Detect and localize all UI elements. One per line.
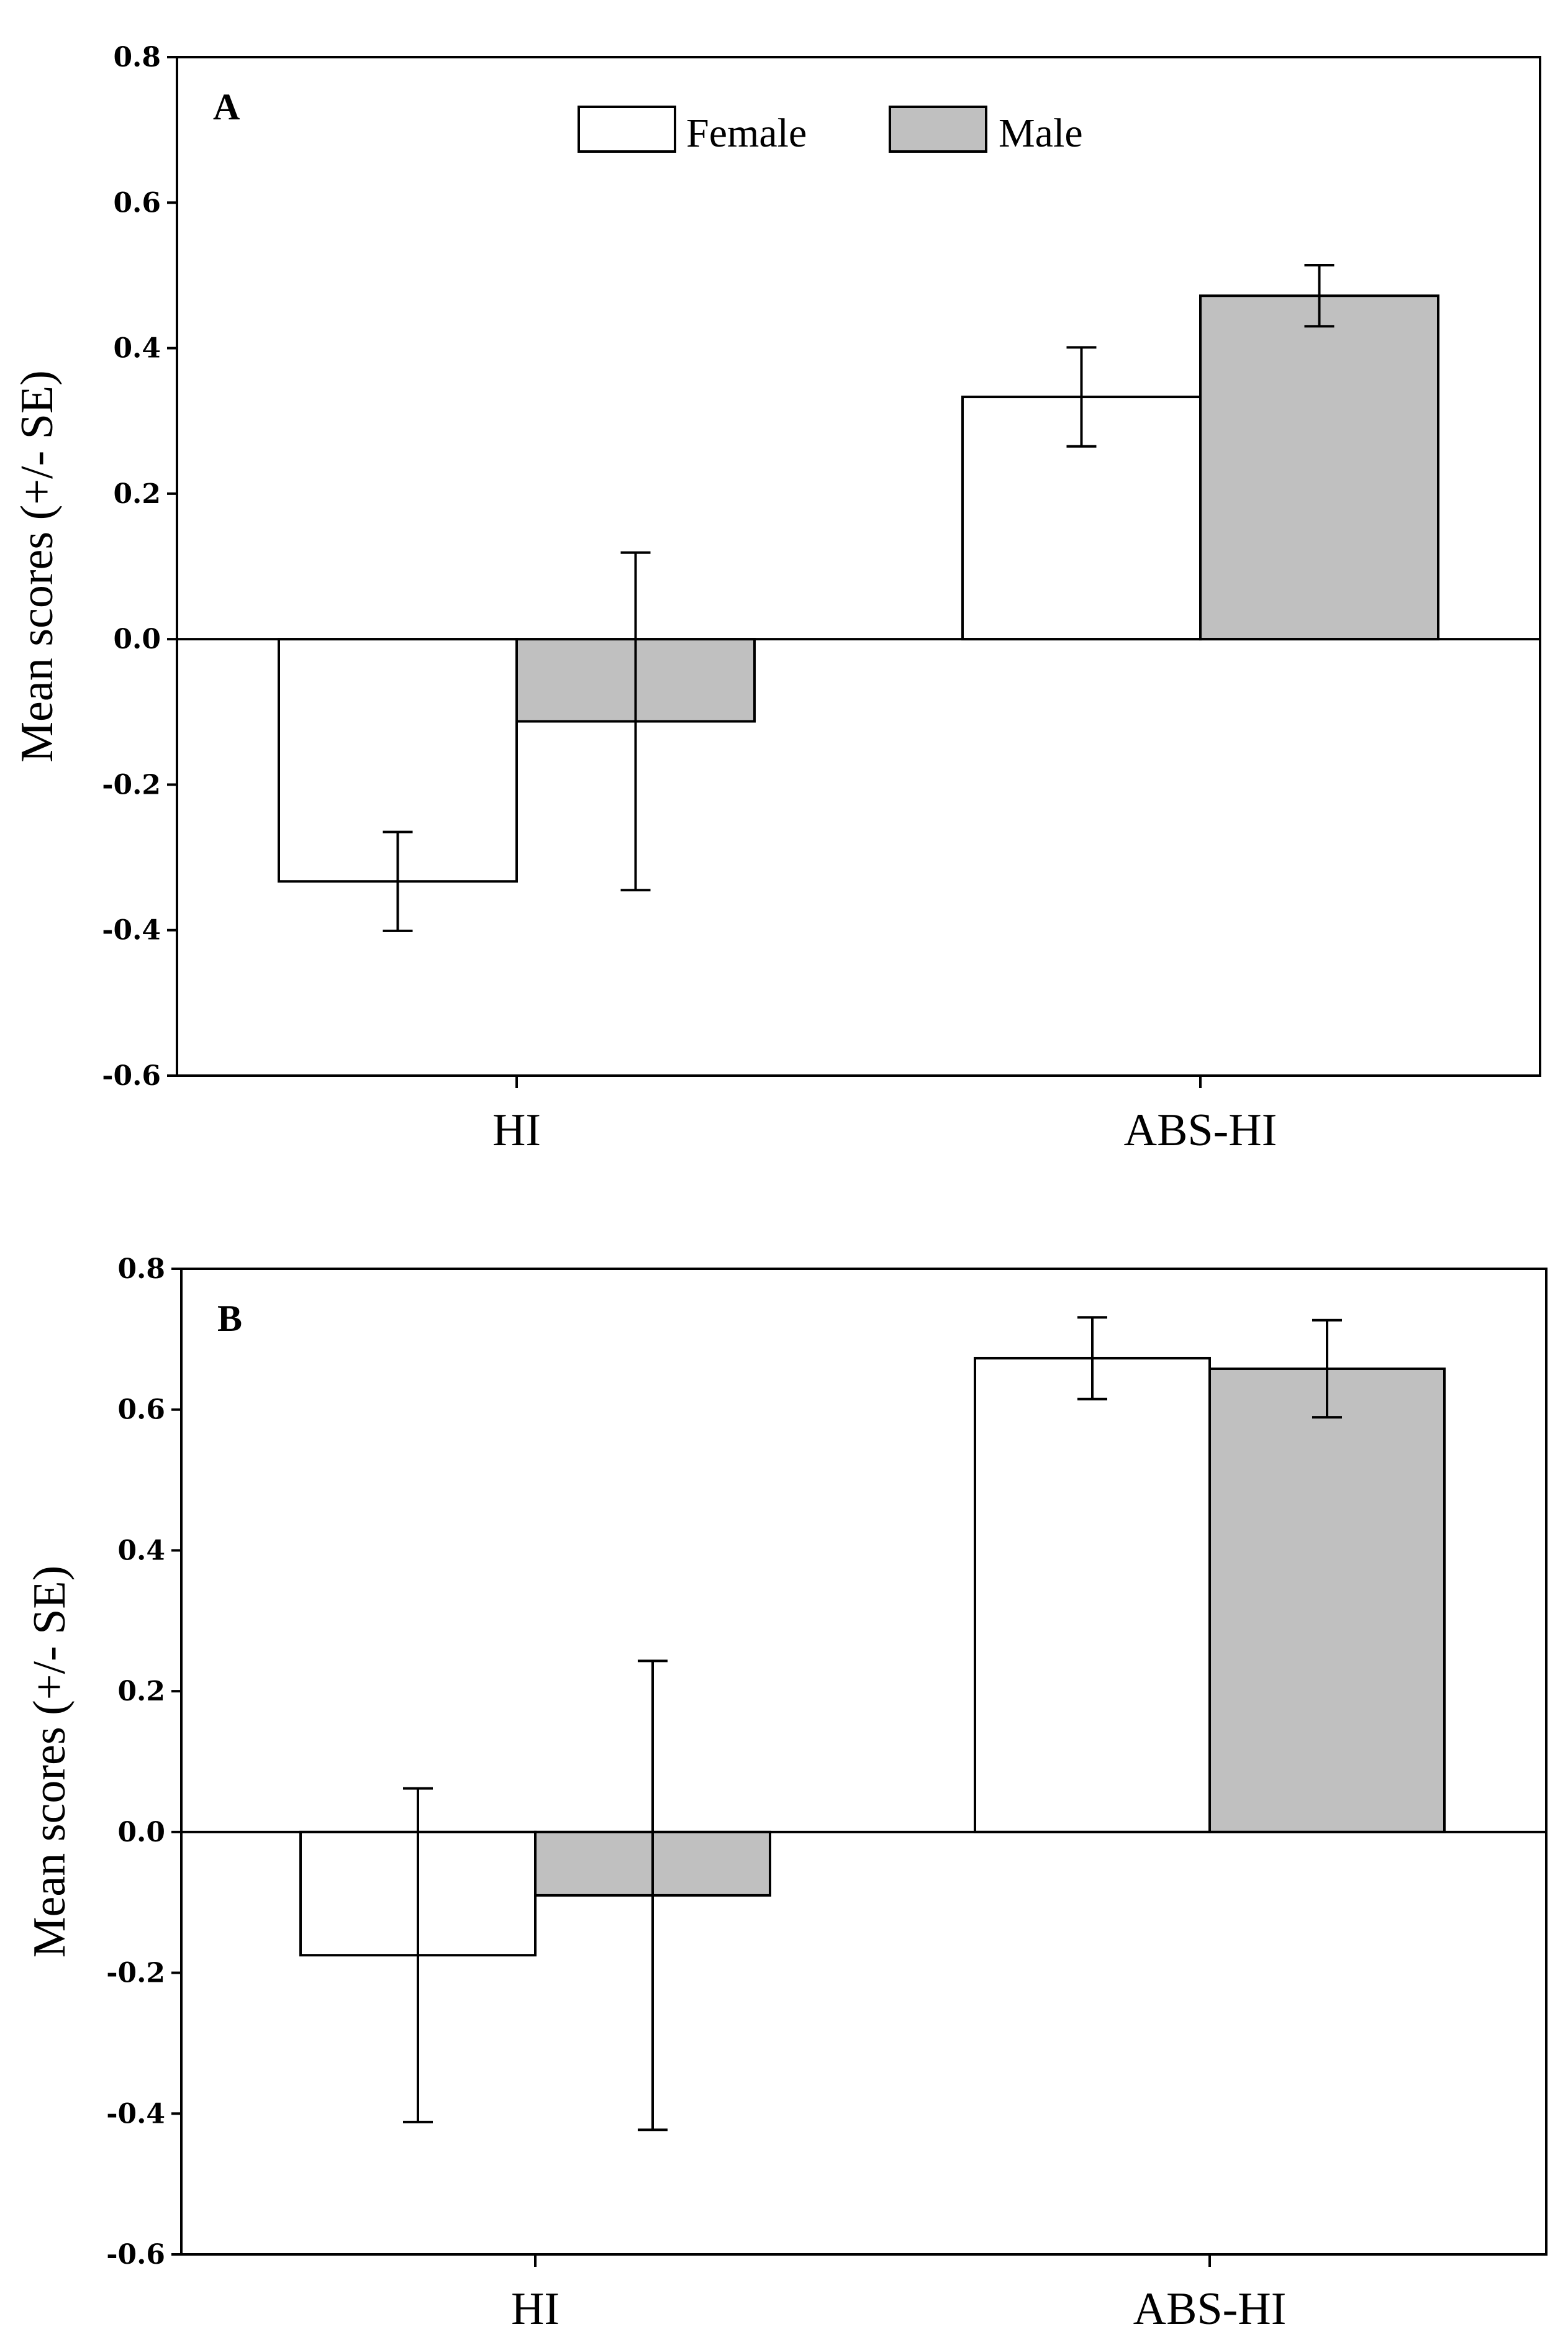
legend-label-male: Male <box>999 111 1083 156</box>
panel-a: 0.8 0.6 0.4 0.2 0.0 -0.2 -0.4 -0.6 Mean scores (… <box>12 42 1541 1156</box>
panel-a-y-axis-title: Mean scores (+/- SE) <box>12 370 63 763</box>
panel-b-category-label: HI <box>511 2284 560 2335</box>
panel-a-y-tick-label: -0.6 <box>102 1060 161 1092</box>
panel-a-y-tick-label: -0.2 <box>102 769 161 801</box>
panel-a-y-tick-label: 0.2 <box>113 478 161 510</box>
panel-b: 0.8 0.6 0.4 0.2 0.0 -0.2 -0.4 -0.6 Mean scores (… <box>24 1253 1548 2335</box>
panel-a-y-tick-label: 0.4 <box>113 333 161 365</box>
legend-swatch-male <box>889 106 987 153</box>
panel-b-y-tick-label: 0.8 <box>117 1253 165 1285</box>
panel-b-y-tick-label: 0.4 <box>117 1535 165 1566</box>
panel-b-plot-frame <box>180 1268 1548 2256</box>
panel-b-bar-male-abs-hi <box>1208 1367 1446 1833</box>
legend-label-female: Female <box>686 111 807 156</box>
panel-a-y-tick-label: -0.4 <box>102 915 161 946</box>
legend-swatch-female <box>578 106 676 153</box>
panel-b-y-tick-label: -0.6 <box>106 2239 165 2271</box>
panel-b-y-tick-label: 0.2 <box>117 1676 165 1707</box>
panel-a-y-tick-label: 0.0 <box>113 624 161 655</box>
panel-a-letter: A <box>213 86 240 127</box>
panel-b-letter: B <box>217 1298 242 1339</box>
panel-b-category-label: ABS-HI <box>1133 2284 1287 2335</box>
panel-b-y-tick-label: 0.6 <box>117 1394 165 1426</box>
panel-b-bar-female-abs-hi <box>974 1356 1211 1833</box>
panel-a-plot-frame <box>176 56 1541 1077</box>
panel-b-y-tick-label: -0.2 <box>106 1958 165 1989</box>
panel-b-y-tick-label: 0.0 <box>117 1817 165 1848</box>
panel-a-category-label: HI <box>492 1105 541 1156</box>
panel-a-y-tick-label: 0.6 <box>113 187 161 219</box>
panel-a-bar-male-abs-hi <box>1199 294 1439 641</box>
panel-b-y-tick-label: -0.4 <box>106 2098 165 2130</box>
panel-a-y-tick-label: 0.8 <box>113 42 161 73</box>
panel-a-legend: Female Male <box>578 106 1083 156</box>
panel-a-category-label: ABS-HI <box>1124 1105 1277 1156</box>
panel-b-y-axis-title: Mean scores (+/- SE) <box>24 1566 75 1958</box>
